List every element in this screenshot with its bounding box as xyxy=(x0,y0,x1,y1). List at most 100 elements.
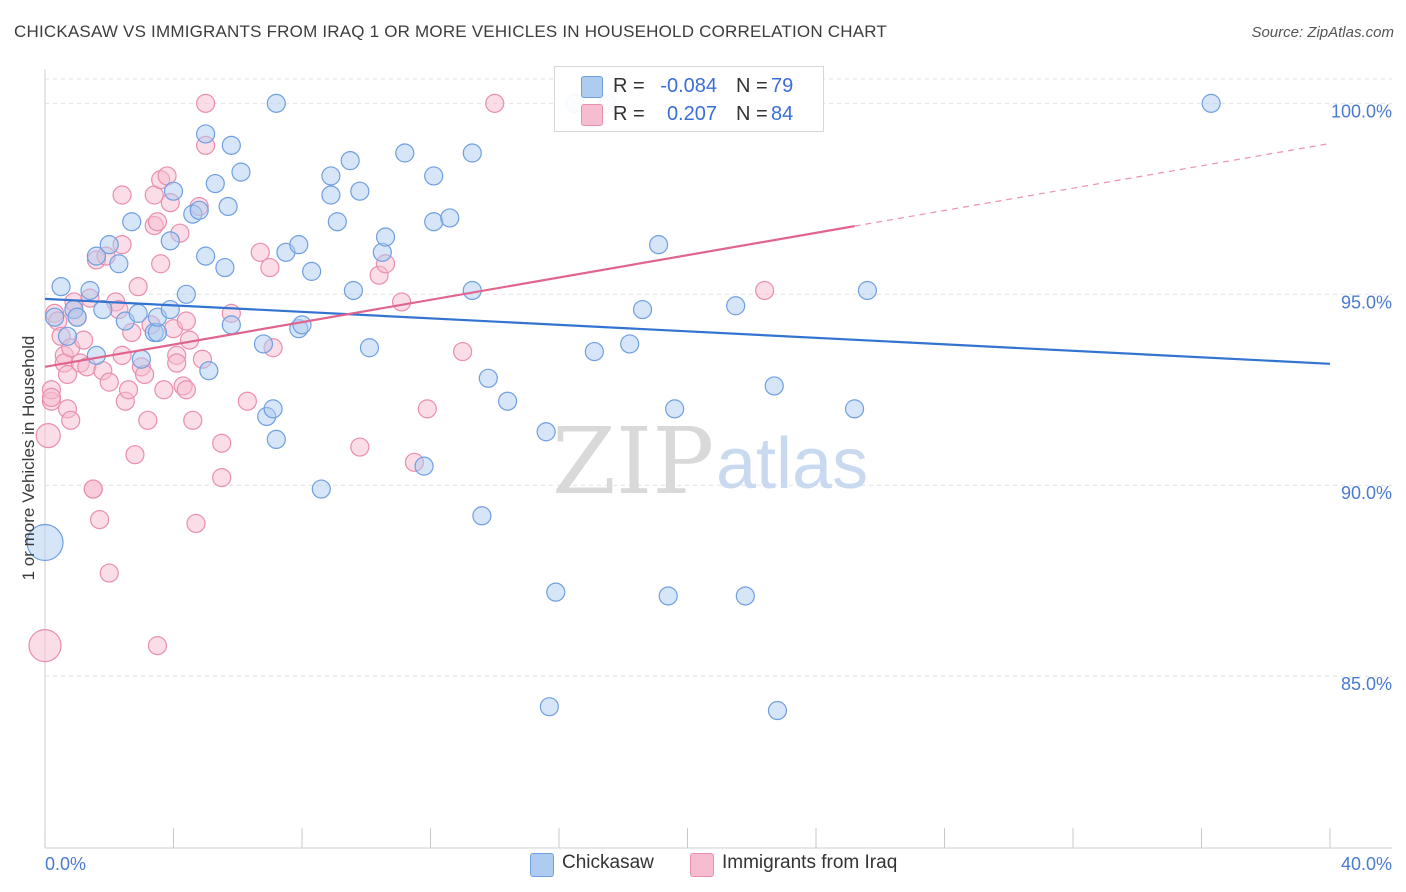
iraq-point xyxy=(112,185,132,205)
iraq-point xyxy=(83,479,103,499)
tick-layer: 85.0% 90.0% 95.0% 100.0% xyxy=(44,101,1392,848)
chickasaw-point xyxy=(253,334,274,354)
chickasaw-point xyxy=(658,586,678,606)
trend-lines xyxy=(44,142,1331,368)
iraq-point xyxy=(212,433,232,453)
chickasaw-point xyxy=(648,235,669,255)
iraq-point xyxy=(167,353,187,373)
bottom-legend-label: Immigrants from Iraq xyxy=(722,852,898,873)
x-tick-label-min: 0.0% xyxy=(45,854,86,874)
chickasaw-point xyxy=(395,143,415,163)
iraq-point xyxy=(61,410,81,430)
chickasaw-point xyxy=(221,315,241,335)
series-iraq-points xyxy=(28,93,775,663)
iraq-trend-line-extension xyxy=(854,142,1331,227)
chickasaw-point xyxy=(26,523,64,562)
legend-r-label: R = xyxy=(613,103,645,125)
legend-n-value: 84 xyxy=(771,103,794,125)
iraq-point xyxy=(176,380,196,400)
chickasaw-point xyxy=(160,231,180,251)
chickasaw-point xyxy=(218,196,238,217)
chickasaw-point xyxy=(327,212,347,232)
iraq-point xyxy=(147,636,168,656)
chickasaw-point xyxy=(764,376,784,396)
iraq-point xyxy=(138,410,158,430)
iraq-point xyxy=(212,467,232,488)
chickasaw-point xyxy=(176,284,196,304)
chickasaw-point xyxy=(620,334,640,354)
chickasaw-point xyxy=(231,162,251,182)
iraq-point xyxy=(154,380,174,400)
iraq-point xyxy=(151,254,171,274)
bottom-legend-label: Chickasaw xyxy=(562,852,654,873)
chickasaw-point xyxy=(321,166,341,186)
iraq-point xyxy=(99,372,119,392)
series-chickasaw-points xyxy=(26,93,1221,721)
chickasaw-point xyxy=(546,582,566,602)
chickasaw-point xyxy=(584,341,604,362)
chickasaw-point xyxy=(292,315,312,335)
chickasaw-point xyxy=(196,246,216,266)
y-tick-label: 85.0% xyxy=(1341,674,1392,694)
chickasaw-point xyxy=(726,296,746,316)
chickasaw-point xyxy=(163,181,184,201)
chickasaw-point xyxy=(128,303,148,323)
chickasaw-point xyxy=(160,299,180,320)
legend-n-label: N = xyxy=(736,75,768,97)
chickasaw-point xyxy=(302,261,322,281)
chickasaw-point xyxy=(263,399,283,419)
iraq-point xyxy=(118,380,139,400)
chickasaw-point xyxy=(266,429,286,450)
iraq-point xyxy=(250,242,270,262)
chickasaw-point xyxy=(51,277,71,297)
chickasaw-point xyxy=(1201,93,1221,113)
iraq-point xyxy=(183,410,203,430)
chickasaw-point xyxy=(539,697,559,717)
chickasaw-point xyxy=(289,235,309,255)
iraq-point xyxy=(754,280,775,301)
axes-layer xyxy=(44,69,1392,849)
chickasaw-point xyxy=(343,280,363,301)
chickasaw-point xyxy=(57,326,78,346)
legend-row-chickasaw: R = -0.084 N = 79 xyxy=(555,72,823,102)
chickasaw-point xyxy=(196,124,216,144)
watermark: ZIP atlas xyxy=(552,408,868,515)
legend-r-value: 0.207 xyxy=(666,103,717,125)
y-tick-label: 90.0% xyxy=(1341,483,1392,503)
iraq-point xyxy=(28,629,62,663)
chickasaw-trend-line xyxy=(44,297,1331,365)
iraq-point xyxy=(485,93,505,113)
iraq-point xyxy=(350,437,370,457)
chickasaw-point xyxy=(215,257,235,278)
chickasaw-point xyxy=(857,280,878,301)
iraq-point xyxy=(147,212,168,232)
chickasaw-point xyxy=(472,506,492,526)
legend-row-iraq: R = 0.207 N = 84 xyxy=(555,100,823,130)
chart-source: Source: ZipAtlas.com xyxy=(1251,24,1394,41)
iraq-point xyxy=(90,509,110,530)
chickasaw-point xyxy=(221,135,241,155)
chickasaw-point xyxy=(109,254,129,274)
y-tick-label: 95.0% xyxy=(1341,292,1392,312)
chickasaw-point xyxy=(86,345,107,365)
iraq-point xyxy=(176,311,196,331)
legend-swatch-pink xyxy=(581,104,603,126)
chickasaw-point xyxy=(311,479,331,499)
chickasaw-point xyxy=(350,181,370,201)
chickasaw-point xyxy=(462,143,482,163)
chickasaw-point xyxy=(86,246,107,266)
chickasaw-point xyxy=(99,235,119,255)
iraq-point xyxy=(237,391,257,411)
legend-r-label: R = xyxy=(613,75,645,97)
iraq-point xyxy=(391,292,412,312)
chickasaw-point xyxy=(632,299,653,320)
chickasaw-point xyxy=(414,456,434,476)
iraq-point xyxy=(41,387,62,408)
chickasaw-point xyxy=(424,212,444,232)
iraq-point xyxy=(417,399,437,419)
iraq-point xyxy=(125,445,145,465)
iraq-point xyxy=(57,364,78,385)
watermark-atlas: atlas xyxy=(716,424,868,504)
iraq-point xyxy=(128,277,148,297)
x-tick-label-max: 40.0% xyxy=(1341,854,1392,874)
